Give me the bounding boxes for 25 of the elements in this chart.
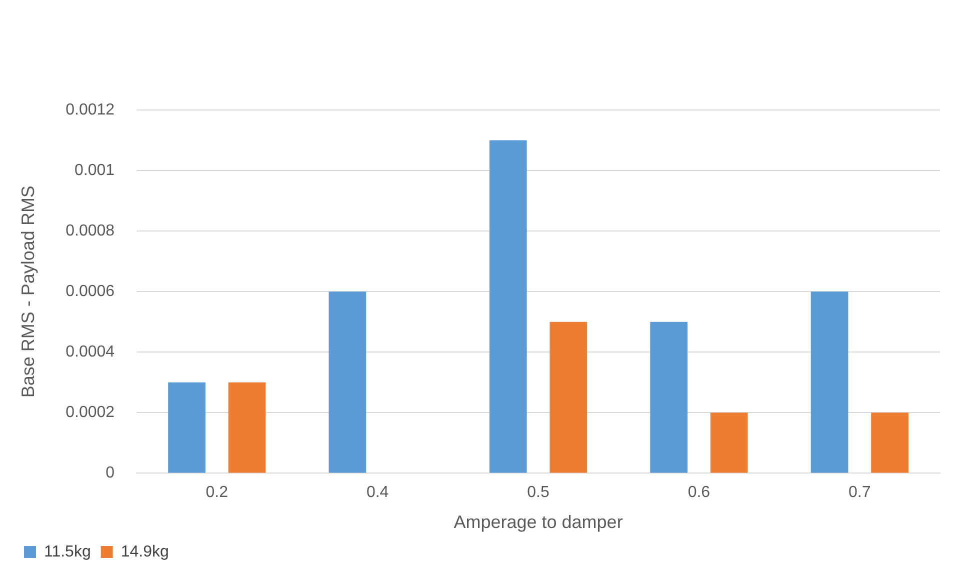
y-tick-label: 0.0012 [66, 101, 115, 118]
x-tick-label: 0.2 [206, 484, 228, 502]
bar [810, 292, 848, 473]
legend-label: 14.9kg [120, 543, 169, 560]
bar [489, 140, 527, 473]
y-tick-label: 0.0008 [66, 222, 115, 240]
y-tick-label: 0.0002 [66, 404, 115, 422]
x-tick-label: 0.5 [527, 484, 550, 502]
y-tick-label: 0.0004 [66, 344, 115, 361]
bar [228, 382, 266, 473]
bar [550, 322, 588, 473]
y-tick-label: 0 [106, 464, 115, 482]
bar [871, 412, 908, 473]
bar [168, 382, 206, 473]
x-tick-label: 0.6 [688, 484, 710, 502]
legend-label: 11.5kg [44, 543, 91, 560]
bar [710, 412, 748, 473]
y-axis-title: Base RMS - Payload RMS [18, 186, 38, 398]
x-tick-label: 0.4 [366, 484, 389, 502]
x-axis-title: Amperage to damper [454, 512, 623, 532]
y-tick-label: 0.001 [74, 162, 115, 179]
x-tick-label: 0.7 [848, 484, 871, 502]
bar [328, 292, 366, 473]
y-tick-label: 0.0006 [66, 283, 115, 300]
bar [650, 322, 688, 473]
